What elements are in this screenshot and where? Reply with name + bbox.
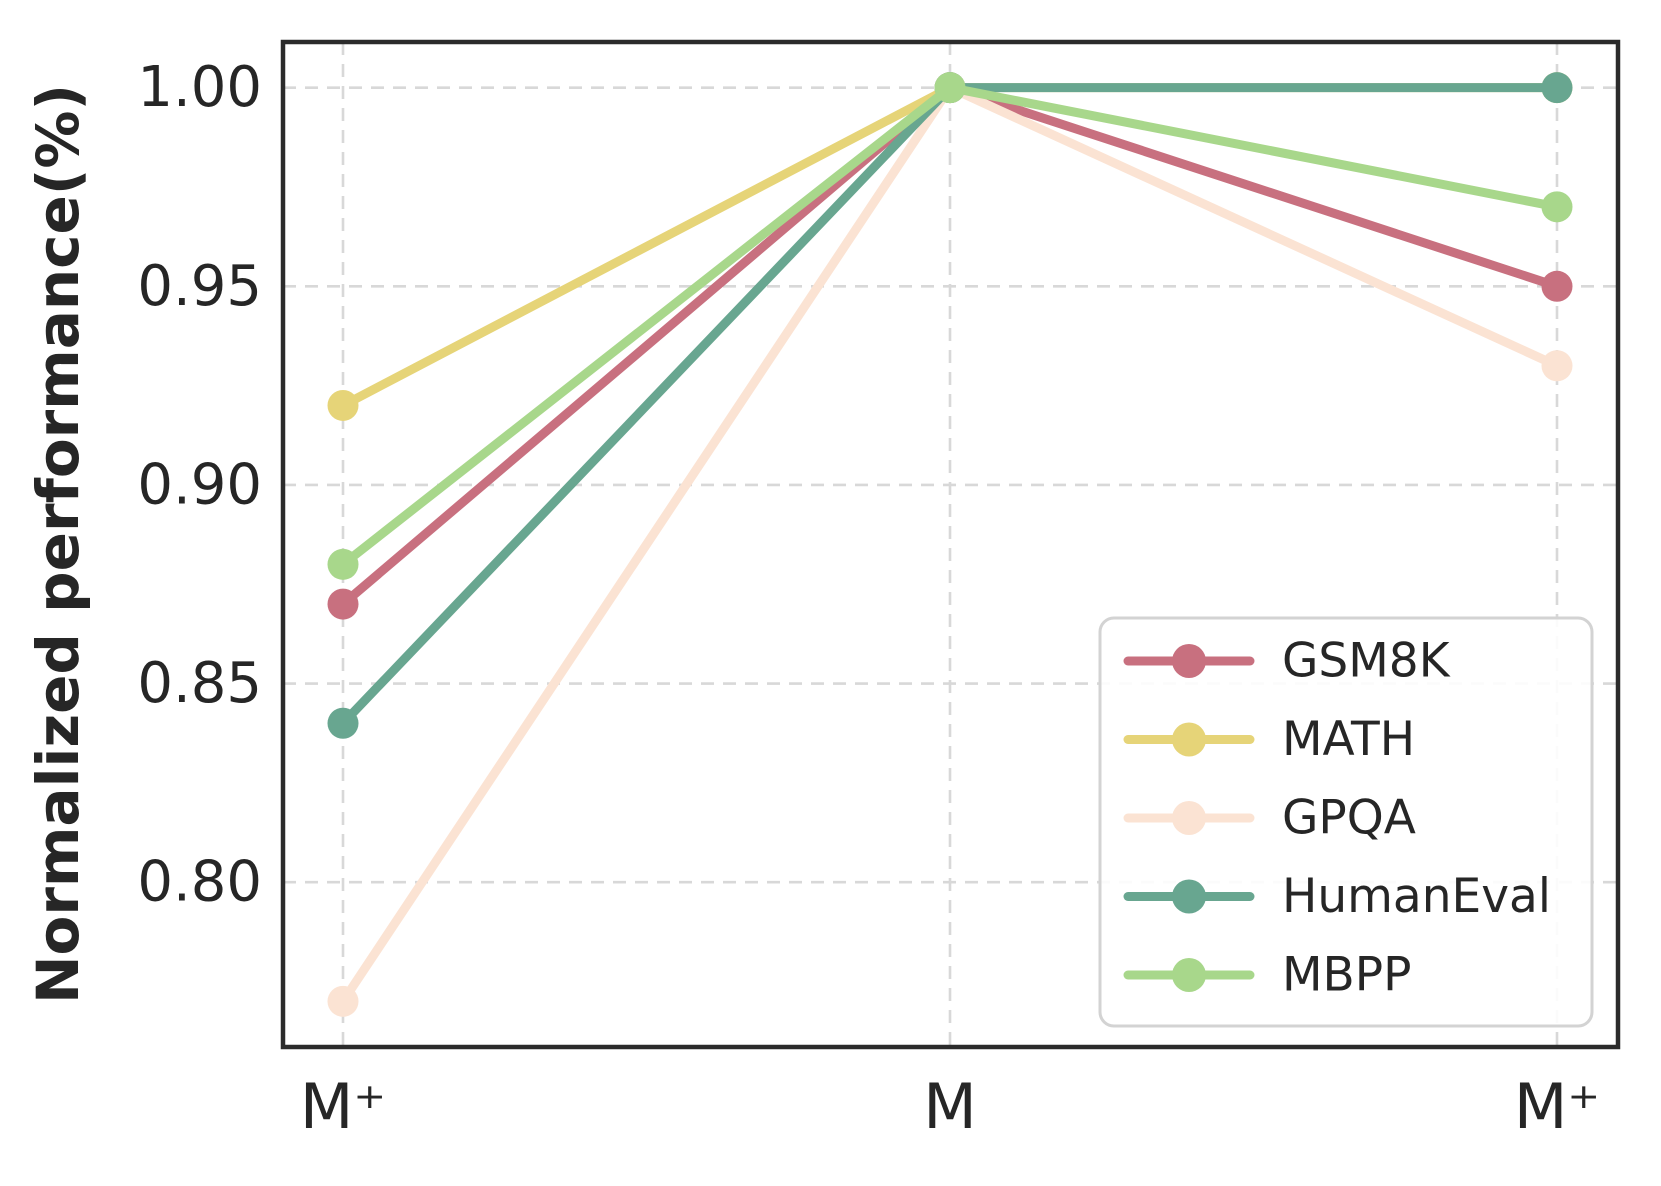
y-tick-label: 0.95 [137,254,262,319]
data-point-marker [327,588,359,620]
data-point-marker [1541,350,1573,382]
x-tick-label: M⁺ [300,1070,386,1143]
legend-sample-marker [1172,801,1206,835]
legend: GSM8K MATH GPQA HumanEval MBPP [1098,616,1594,1028]
legend-box [1098,616,1594,1028]
series-mbpp [327,72,1573,580]
legend-label: GSM8K [1282,634,1451,689]
data-point-marker [327,985,359,1017]
data-point-marker [1541,72,1573,104]
legend-item-humaneval: HumanEval [1123,869,1551,924]
y-axis-title: Normalized performance(%) [24,84,92,1004]
y-tick-labels: 0.80 0.85 0.90 0.95 1.00 [137,55,262,914]
y-tick-label: 0.90 [137,452,262,517]
x-tick-label: M [923,1070,977,1143]
y-tick-label: 1.00 [137,55,262,120]
x-tick-label: M⁺ [1514,1070,1600,1143]
legend-item-mbpp: MBPP [1123,948,1411,1003]
data-point-marker [327,548,359,580]
legend-sample-marker [1172,958,1206,992]
x-tick-labels: M⁺ M M⁺ [300,1070,1600,1143]
axes-spines [280,39,1621,1050]
legend-sample-marker [1172,722,1206,757]
legend-label: HumanEval [1282,869,1551,924]
axes-box [280,39,1621,1050]
data-point-marker [934,72,966,104]
data-point-marker [327,389,359,421]
y-axis-label: Normalized performance(%) [24,84,92,1004]
y-tick-label: 0.80 [137,850,262,915]
data-point-marker [1541,270,1573,302]
legend-sample-marker [1172,879,1206,914]
legend-item-gsm8k: GSM8K [1123,634,1451,689]
legend-label: MATH [1282,712,1415,767]
legend-sample-marker [1172,644,1206,678]
data-point-marker [327,707,359,739]
legend-label: MBPP [1282,948,1411,1003]
legend-item-gpqa: GPQA [1123,791,1416,846]
legend-label: GPQA [1282,791,1416,846]
data-series [327,72,1573,1017]
legend-item-math: MATH [1123,712,1415,767]
y-tick-label: 0.85 [137,651,262,716]
data-point-marker [1541,191,1573,223]
